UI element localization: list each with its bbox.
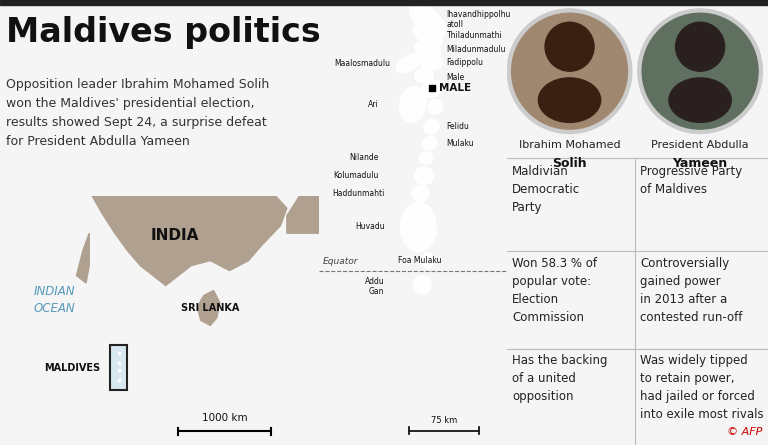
Polygon shape — [77, 233, 89, 283]
Text: Miladunmadulu: Miladunmadulu — [447, 45, 506, 54]
Ellipse shape — [669, 78, 731, 122]
Text: Was widely tipped
to retain power,
had jailed or forced
into exile most rivals: Was widely tipped to retain power, had j… — [640, 354, 763, 421]
Ellipse shape — [415, 167, 433, 185]
Text: INDIAN
OCEAN: INDIAN OCEAN — [33, 285, 75, 316]
Ellipse shape — [413, 25, 442, 46]
Text: Yameen: Yameen — [673, 157, 728, 170]
Text: Kolumadulu: Kolumadulu — [333, 171, 379, 180]
Text: Maldivian
Democratic
Party: Maldivian Democratic Party — [512, 165, 581, 214]
Ellipse shape — [676, 22, 724, 71]
Text: President Abdulla: President Abdulla — [651, 140, 749, 150]
Text: Thiladunmathi: Thiladunmathi — [447, 31, 502, 40]
Text: MALDIVES: MALDIVES — [45, 363, 101, 373]
Ellipse shape — [637, 9, 763, 133]
Text: Nilande: Nilande — [349, 154, 379, 162]
Text: 75 km: 75 km — [431, 416, 457, 425]
Bar — [110, 345, 127, 390]
Ellipse shape — [422, 252, 433, 268]
Ellipse shape — [642, 13, 758, 129]
Text: Huvadu: Huvadu — [355, 222, 385, 231]
Text: Felidu: Felidu — [447, 122, 469, 131]
Text: Ari: Ari — [368, 100, 379, 109]
Text: © AFP: © AFP — [727, 427, 763, 437]
Ellipse shape — [428, 100, 443, 114]
Text: SRI LANKA: SRI LANKA — [181, 303, 240, 313]
Ellipse shape — [415, 41, 441, 58]
Text: MALE: MALE — [439, 83, 472, 93]
Ellipse shape — [412, 186, 429, 202]
Polygon shape — [286, 191, 325, 233]
Text: Has the backing
of a united
opposition: Has the backing of a united opposition — [512, 354, 607, 403]
Ellipse shape — [420, 81, 443, 97]
Ellipse shape — [396, 54, 422, 73]
Text: Equator: Equator — [323, 257, 358, 266]
Text: Opposition leader Ibrahim Mohamed Solih
won the Maldives' presidential election,: Opposition leader Ibrahim Mohamed Solih … — [6, 78, 270, 148]
Ellipse shape — [422, 137, 437, 150]
Ellipse shape — [507, 9, 632, 133]
Text: Foa Mulaku: Foa Mulaku — [398, 256, 441, 265]
Text: Won 58.3 % of
popular vote:
Election
Commission: Won 58.3 % of popular vote: Election Com… — [512, 257, 597, 324]
Polygon shape — [197, 291, 220, 325]
Ellipse shape — [401, 202, 436, 251]
Ellipse shape — [545, 22, 594, 71]
Text: Controversially
gained power
in 2013 after a
contested run-off: Controversially gained power in 2013 aft… — [640, 257, 743, 324]
Ellipse shape — [413, 276, 432, 294]
Text: Fadippolu: Fadippolu — [447, 58, 484, 67]
Text: Solih: Solih — [552, 157, 587, 170]
Text: Ibrahim Mohamed: Ibrahim Mohamed — [518, 140, 621, 150]
Ellipse shape — [420, 55, 443, 69]
Text: Ihavandhippolhu
atoll: Ihavandhippolhu atoll — [447, 10, 511, 29]
Ellipse shape — [399, 87, 426, 122]
Text: Haddunmahti: Haddunmahti — [333, 189, 385, 198]
Ellipse shape — [415, 69, 433, 83]
Ellipse shape — [424, 120, 439, 134]
Text: Male: Male — [447, 73, 465, 82]
Text: Addu
Gan: Addu Gan — [365, 277, 385, 296]
Text: Maalosmadulu: Maalosmadulu — [334, 59, 390, 68]
Text: Progressive Party
of Maldives: Progressive Party of Maldives — [640, 165, 743, 196]
Ellipse shape — [419, 152, 432, 164]
Text: Mulaku: Mulaku — [447, 139, 475, 148]
Text: INDIA: INDIA — [151, 228, 200, 243]
Ellipse shape — [409, 3, 446, 37]
Ellipse shape — [538, 78, 601, 122]
Text: Maldives politics: Maldives politics — [6, 16, 321, 49]
Text: 1000 km: 1000 km — [202, 413, 247, 423]
Polygon shape — [89, 191, 286, 286]
Ellipse shape — [511, 13, 627, 129]
